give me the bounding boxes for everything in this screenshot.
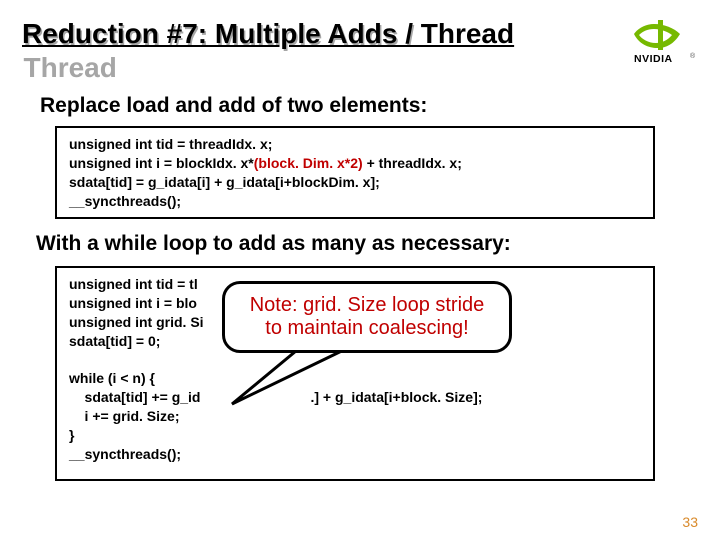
code-line: unsigned int i = blockIdx. x*(block. Dim… [69,154,641,173]
callout-line1: Note: grid. Size loop stride [239,294,495,317]
code-block-1: unsigned int tid = threadIdx. x; unsigne… [55,126,655,219]
code-line: __syncthreads(); [69,192,641,211]
nvidia-logo-text: NVIDIA [634,53,673,64]
svg-text:®: ® [690,52,696,60]
nvidia-logo: NVIDIA ® [632,20,702,69]
page-number: 33 [682,514,698,530]
callout-line2: to maintain coalescing! [239,317,495,340]
slide-title: Reduction #7: Multiple Adds / Thread Red… [22,18,514,50]
code-line: __syncthreads(); [69,445,641,464]
subtitle-1: Replace load and add of two elements: [40,94,427,118]
code-line: sdata[tid] = g_idata[i] + g_idata[i+bloc… [69,173,641,192]
code-line: unsigned int tid = threadIdx. x; [69,135,641,154]
slide-title-text: Reduction #7: Multiple Adds / Thread [22,18,514,49]
callout-box: Note: grid. Size loop stride to maintain… [222,281,512,353]
subtitle-2: With a while loop to add as many as nece… [36,232,511,256]
highlight-paren: (block. Dim. x*2) [254,155,363,171]
callout-bubble: Note: grid. Size loop stride to maintain… [222,281,512,353]
